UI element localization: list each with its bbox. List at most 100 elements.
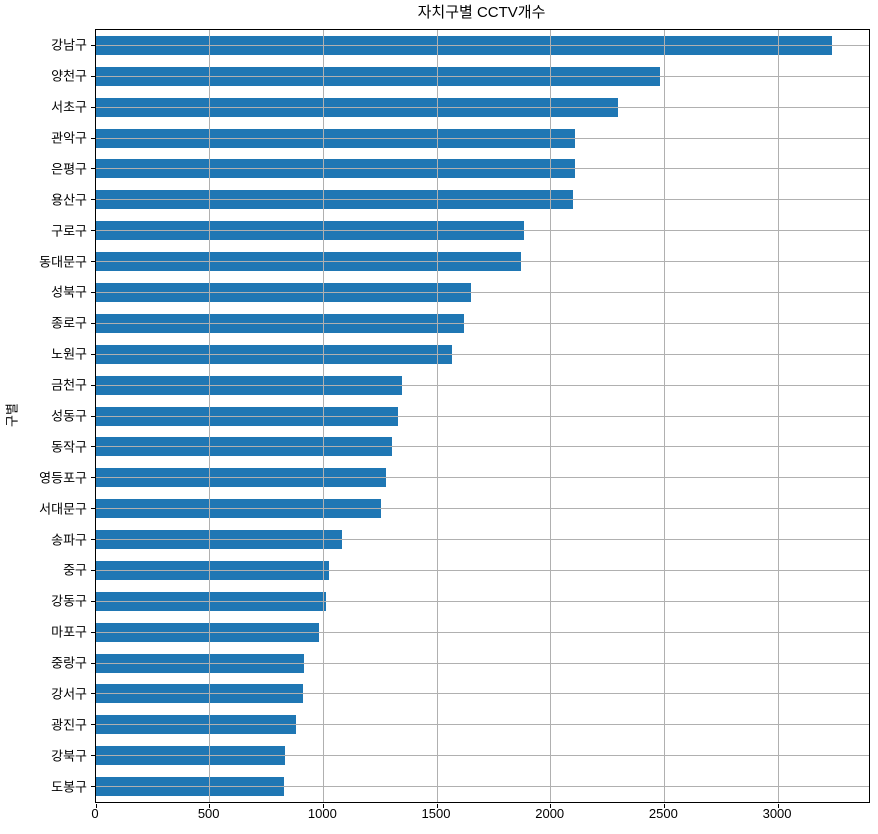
h-gridline	[96, 446, 869, 448]
x-tick-mark	[436, 804, 438, 808]
y-tick-label-관악구: 관악구	[51, 130, 87, 146]
y-tick-label-중구: 중구	[63, 562, 87, 578]
h-gridline	[96, 137, 869, 139]
y-tick-mark	[91, 291, 95, 293]
h-gridline	[96, 477, 869, 479]
y-tick-mark	[91, 384, 95, 386]
y-tick-mark	[91, 600, 95, 602]
y-tick-label-노원구: 노원구	[51, 346, 87, 362]
y-tick-mark	[91, 137, 95, 139]
h-gridline	[96, 631, 869, 633]
y-tick-mark	[91, 106, 95, 108]
h-gridline	[96, 693, 869, 695]
x-tick-labels: 0 500 1000 1500 2000 2500 3000	[91, 804, 868, 826]
v-gridline	[436, 30, 438, 802]
x-tick-mark	[322, 804, 324, 808]
h-gridline	[96, 662, 869, 664]
h-gridline	[96, 600, 869, 602]
x-tick-mark	[777, 804, 779, 808]
h-gridline	[96, 168, 869, 170]
h-gridline	[96, 261, 869, 263]
v-gridline	[663, 30, 665, 802]
h-gridline	[96, 786, 869, 788]
h-gridline	[96, 322, 869, 324]
y-tick-label-영등포구: 영등포구	[39, 470, 87, 486]
y-tick-label-용산구: 용산구	[51, 192, 87, 208]
h-gridline	[96, 291, 869, 293]
x-tick-label-2500: 2500	[648, 806, 678, 821]
x-tick-label-2000: 2000	[535, 806, 565, 821]
y-tick-mark	[91, 569, 95, 571]
h-gridline	[96, 755, 869, 757]
y-tick-label-동대문구: 동대문구	[39, 254, 87, 270]
x-tick-label-0: 0	[91, 806, 99, 821]
y-tick-label-강서구: 강서구	[51, 686, 87, 702]
chart-title: 자치구별 CCTV개수	[417, 4, 546, 21]
y-tick-mark	[91, 261, 95, 263]
x-tick-label-1500: 1500	[421, 806, 451, 821]
v-gridline	[777, 30, 779, 802]
y-tick-label-성북구: 성북구	[51, 284, 87, 300]
y-tick-label-도봉구: 도봉구	[51, 779, 87, 795]
y-tick-label-강북구: 강북구	[51, 748, 87, 764]
y-tick-label-서초구: 서초구	[51, 99, 87, 115]
y-tick-mark	[91, 662, 95, 664]
h-gridline	[96, 724, 869, 726]
y-tick-mark	[91, 446, 95, 448]
y-tick-label-종로구: 종로구	[51, 315, 87, 331]
y-tick-mark	[91, 786, 95, 788]
y-tick-mark	[91, 230, 95, 232]
y-tick-label-은평구: 은평구	[51, 161, 87, 177]
h-gridline	[96, 508, 869, 510]
y-tick-label-양천구: 양천구	[51, 68, 87, 84]
y-tick-mark	[91, 539, 95, 541]
y-tick-label-구로구: 구로구	[51, 223, 87, 239]
y-tick-mark	[91, 415, 95, 417]
y-tick-label-강남구: 강남구	[51, 37, 87, 53]
h-gridline	[96, 199, 869, 201]
h-gridline	[96, 106, 869, 108]
x-tick-mark	[209, 804, 211, 808]
h-gridline	[96, 230, 869, 232]
h-gridline	[96, 384, 869, 386]
x-tick-label-3000: 3000	[762, 806, 792, 821]
y-tick-mark	[91, 199, 95, 201]
y-tick-label-송파구: 송파구	[51, 532, 87, 548]
h-gridline	[96, 353, 869, 355]
h-gridline	[96, 415, 869, 417]
y-tick-mark	[91, 724, 95, 726]
plot-area	[91, 29, 870, 808]
v-gridline	[550, 30, 552, 802]
y-tick-mark	[91, 508, 95, 510]
y-tick-label-금천구: 금천구	[51, 377, 87, 393]
v-gridline	[209, 30, 211, 802]
v-gridline	[322, 30, 324, 802]
y-tick-label-서대문구: 서대문구	[39, 501, 87, 517]
y-tick-mark	[91, 44, 95, 46]
x-tick-mark	[663, 804, 665, 808]
y-tick-mark	[91, 75, 95, 77]
y-tick-mark	[91, 168, 95, 170]
y-tick-mark	[91, 631, 95, 633]
y-tick-mark	[91, 322, 95, 324]
h-gridline	[96, 75, 869, 77]
y-tick-label-광진구: 광진구	[51, 717, 87, 733]
x-tick-mark	[550, 804, 552, 808]
y-tick-label-중랑구: 중랑구	[51, 655, 87, 671]
h-gridline	[96, 539, 869, 541]
h-gridline	[96, 569, 869, 571]
y-tick-mark	[91, 755, 95, 757]
y-tick-mark	[91, 693, 95, 695]
y-tick-mark	[91, 353, 95, 355]
x-tick-label-1000: 1000	[307, 806, 337, 821]
h-gridline	[96, 44, 869, 46]
y-tick-mark	[91, 477, 95, 479]
x-tick-label-500: 500	[197, 806, 220, 821]
y-tick-label-성동구: 성동구	[51, 408, 87, 424]
y-tick-label-마포구: 마포구	[51, 624, 87, 640]
y-tick-label-강동구: 강동구	[51, 593, 87, 609]
x-tick-mark	[95, 804, 97, 808]
y-tick-label-동작구: 동작구	[51, 439, 87, 455]
